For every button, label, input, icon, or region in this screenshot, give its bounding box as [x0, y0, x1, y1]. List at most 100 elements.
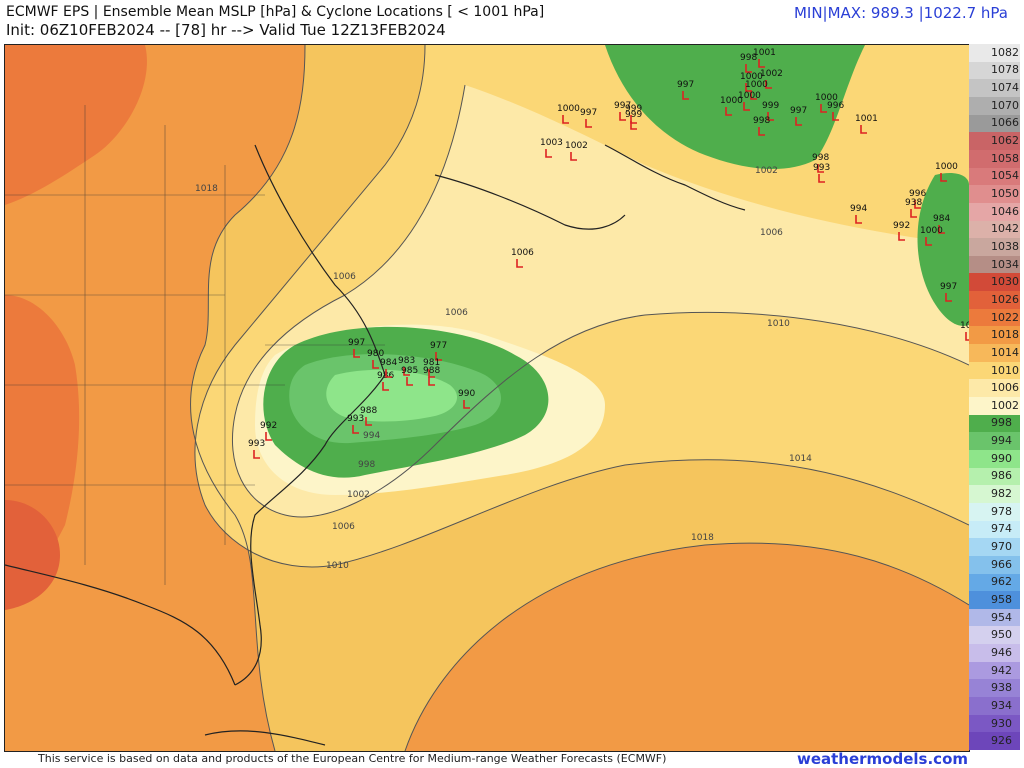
- colorbar-label: 994: [991, 434, 1012, 448]
- colorbar-label: 1058: [991, 151, 1019, 165]
- low-marker-icon: [619, 112, 626, 121]
- contour-label: 1010: [767, 319, 790, 329]
- colorbar-swatch: [969, 714, 1020, 733]
- colorbar-label: 1078: [991, 63, 1019, 77]
- colorbar-swatch: [969, 61, 1020, 80]
- cyclone-pressure-label: 1001: [855, 114, 878, 124]
- low-marker-icon: [353, 349, 360, 358]
- init-valid-time: Init: 06Z10FEB2024 -- [78] hr --> Valid …: [6, 21, 446, 39]
- colorbar-swatch: [969, 185, 1020, 204]
- colorbar-swatch: [969, 238, 1020, 257]
- cyclone-pressure-label: 988: [423, 366, 440, 376]
- low-marker-icon: [463, 400, 470, 409]
- colorbar-label: 1010: [991, 363, 1019, 377]
- low-marker-icon: [385, 369, 392, 378]
- colorbar-label: 1074: [991, 81, 1019, 95]
- colorbar-label: 954: [991, 610, 1012, 624]
- cyclone-pressure-label: 993: [347, 414, 364, 424]
- colorbar-label: 982: [991, 487, 1012, 501]
- band-998-far-east: [917, 173, 969, 326]
- colorbar-swatch: [969, 344, 1020, 363]
- colorbar-label: 1002: [991, 398, 1019, 412]
- band-998-northeast: [605, 45, 865, 170]
- cyclone-pressure-label: 1000: [738, 91, 761, 101]
- colorbar-label: 934: [991, 698, 1012, 712]
- low-marker-icon: [630, 121, 637, 130]
- contour-label: 1010: [326, 561, 349, 571]
- contour-label: 1006: [760, 228, 783, 238]
- low-marker-icon: [910, 209, 917, 218]
- colorbar-label: 1066: [991, 116, 1019, 130]
- colorbar-label: 1062: [991, 134, 1019, 148]
- low-marker-icon: [855, 215, 862, 224]
- cyclone-pressure-label: 998: [812, 153, 829, 163]
- low-marker-icon: [820, 104, 827, 113]
- low-marker-icon: [745, 64, 752, 73]
- low-marker-icon: [750, 91, 757, 100]
- low-marker-icon: [562, 115, 569, 124]
- low-marker-icon: [352, 425, 359, 434]
- cyclone-pressure-label: 1003: [540, 138, 563, 148]
- cyclone-pressure-label: 998: [753, 116, 770, 126]
- low-marker-icon: [382, 382, 389, 391]
- colorbar-swatch: [969, 326, 1020, 345]
- colorbar-swatch: [969, 255, 1020, 274]
- min-max-readout: MIN|MAX: 989.3 |1022.7 hPa: [793, 4, 1008, 22]
- colorbar-label: 950: [991, 628, 1012, 642]
- cyclone-pressure-label: 1002: [565, 141, 588, 151]
- cyclone-pressure-label: 988: [360, 406, 377, 416]
- brand-link[interactable]: weathermodels.com: [796, 750, 968, 768]
- colorbar-swatch: [969, 44, 1020, 63]
- colorbar-label: 1026: [991, 292, 1019, 306]
- contour-label: 1006: [445, 308, 468, 318]
- state-borders: [5, 105, 385, 585]
- colorbar-label: 1034: [991, 257, 1019, 271]
- cyclone-pressure-label: 999: [625, 104, 642, 114]
- low-marker-icon: [925, 237, 932, 246]
- low-marker-icon: [860, 125, 867, 134]
- cyclone-pressure-label: 990: [458, 389, 475, 399]
- cyclone-pressure-label: 1002: [960, 321, 969, 331]
- low-marker-icon: [372, 360, 379, 369]
- cyclone-pressure-label: 996: [909, 189, 926, 199]
- low-marker-icon: [365, 417, 372, 426]
- colorbar-swatch: [969, 467, 1020, 486]
- colorbar-swatch: [969, 661, 1020, 680]
- cyclone-pressure-label: 938: [905, 198, 922, 208]
- cyclone-pressure-label: 1000: [920, 226, 943, 236]
- low-marker-icon: [965, 332, 969, 341]
- cyclone-pressure-label: 999: [762, 101, 779, 111]
- colorbar-label: 1014: [991, 345, 1019, 359]
- colorbar-swatch: [969, 361, 1020, 380]
- colorbar-swatch: [969, 114, 1020, 133]
- cyclone-pressure-label: 999: [625, 110, 642, 120]
- colorbar-swatch: [969, 432, 1020, 451]
- cyclone-pressure-label: 997: [940, 282, 957, 292]
- colorbar-label: 1082: [991, 45, 1019, 59]
- colorbar-label: 942: [991, 663, 1012, 677]
- colorbar-swatch: [969, 538, 1020, 557]
- cyclone-pressure-label: 1000: [720, 96, 743, 106]
- cyclone-pressure-label: 977: [430, 341, 447, 351]
- low-marker-icon: [743, 102, 750, 111]
- cyclone-pressure-label: 1000: [935, 162, 958, 172]
- low-marker-icon: [767, 112, 774, 121]
- cyclone-pressure-label: 1000: [745, 80, 768, 90]
- low-marker-icon: [758, 59, 765, 68]
- colorbar-label: 1022: [991, 310, 1019, 324]
- cyclone-pressure-label: 984: [933, 214, 950, 224]
- pressure-map: 1018 1006 1010 1006 1002 998 994 1006 10…: [4, 44, 970, 752]
- band-1022-northwest: [5, 45, 147, 205]
- cyclone-pressure-label: 981: [423, 358, 440, 368]
- cyclone-pressure-label: 997: [790, 106, 807, 116]
- low-marker-icon: [832, 112, 839, 121]
- cyclone-pressure-label: 1000: [557, 104, 580, 114]
- cyclone-pressure-label: 993: [813, 163, 830, 173]
- colorbar-swatch: [969, 273, 1020, 292]
- colorbar-label: 1018: [991, 328, 1019, 342]
- cyclone-pressure-label: 992: [260, 421, 277, 431]
- contour-label: 1014: [789, 454, 812, 464]
- cyclone-pressure-label: 993: [248, 439, 265, 449]
- low-marker-icon: [516, 259, 523, 268]
- map-title: ECMWF EPS | Ensemble Mean MSLP [hPa] & C…: [6, 4, 545, 20]
